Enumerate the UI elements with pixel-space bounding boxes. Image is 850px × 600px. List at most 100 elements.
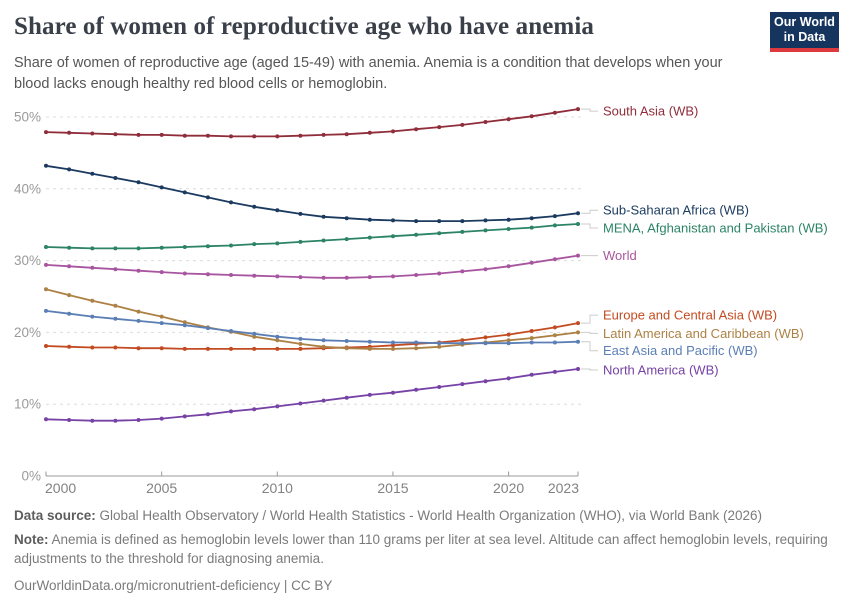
series-line-sub-saharan-africa-wb[interactable] [45,164,579,222]
series-marker [344,395,349,400]
y-tick-label: 10% [14,397,41,412]
series-marker [552,257,557,262]
series-line-world[interactable] [45,254,579,279]
series-marker [182,323,187,328]
series-marker [414,340,419,345]
series-marker [275,208,280,213]
series-marker [506,217,511,222]
series-label-south-asia-wb[interactable]: South Asia (WB) [603,104,698,119]
series-marker [437,271,442,276]
series-marker [90,265,95,270]
series-marker [552,223,557,228]
series-marker [136,418,141,422]
series-line-latin-america-and-caribbean-wb[interactable] [45,288,579,350]
series-marker [205,195,210,200]
data-source-text: Global Health Observatory / World Health… [99,508,763,523]
series-marker [437,341,442,346]
data-source-line: Data source: Global Health Observatory /… [14,506,836,526]
series-label-sub-saharan-africa-wb[interactable]: Sub-Saharan Africa (WB) [603,203,749,218]
series-label-east-asia-and-pacific-wb[interactable]: East Asia and Pacific (WB) [603,343,758,358]
series-marker [367,130,372,135]
series-marker [437,125,442,130]
x-tick-label: 2005 [146,480,177,496]
series-marker [159,245,164,250]
series-marker [67,311,72,316]
series-marker [136,309,141,314]
series-line-mena-afghanistan-and-pakistan-wb[interactable] [45,223,579,250]
series-marker [529,216,534,221]
line-chart[interactable]: 0% 10% 20% 30% 40% 50% 2000 2005 2010 2015 2020 202… [0,98,850,504]
series-marker [159,132,164,137]
series-label-europe-and-central-asia-wb[interactable]: Europe and Central Asia (WB) [603,308,777,323]
series-marker [67,167,72,172]
y-tick-label: 0% [21,469,41,484]
series-marker [44,308,48,313]
series-marker [67,264,72,269]
series-marker [552,214,557,219]
series-marker [90,314,95,319]
series-marker [576,107,580,112]
series-label-connector [581,368,598,371]
series-marker [321,214,326,219]
series-marker [483,228,488,233]
series-marker [90,131,95,136]
series-marker [344,216,349,221]
series-marker [67,418,72,422]
series-marker [506,376,511,381]
series-marker [275,334,280,339]
series-marker [298,336,303,341]
x-tick-label: 2023 [548,480,579,496]
series-marker [460,122,465,127]
series-marker [136,268,141,273]
x-tick-label: 2020 [493,480,524,496]
series-label-north-america-wb[interactable]: North America (WB) [603,363,719,378]
series-marker [113,267,118,272]
series-marker [483,341,488,346]
series-marker [344,132,349,137]
series-marker [367,392,372,397]
series-marker [460,269,465,274]
series-marker [44,344,48,348]
series-label-world[interactable]: World [603,248,637,263]
series-marker [113,303,118,308]
series-marker [136,180,141,185]
series-marker [321,238,326,243]
series-line-europe-and-central-asia-wb[interactable] [45,322,579,350]
series-line-south-asia-wb[interactable] [45,108,579,138]
series-marker [205,346,210,351]
series-marker [229,243,233,248]
series-marker [483,335,488,340]
data-source-label: Data source: [14,508,96,523]
series-marker [460,341,465,346]
series-marker [414,346,419,351]
series-marker [113,316,118,321]
series-marker [321,275,326,280]
series-marker [252,407,257,412]
x-tick-label: 2015 [377,480,408,496]
series-marker [229,346,233,351]
series-marker [44,262,48,267]
series-marker [159,185,164,190]
series-label-latin-america-and-caribbean-wb[interactable]: Latin America and Caribbean (WB) [603,326,804,341]
series-marker [252,204,257,209]
series-marker [67,293,72,298]
series-line-north-america-wb[interactable] [45,368,579,422]
series-marker [252,273,257,278]
series-marker [437,231,442,236]
series-label-mena-afghanistan-and-pakistan-wb[interactable]: MENA, Afghanistan and Pakistan (WB) [603,221,828,236]
series-marker [44,287,48,292]
note-line: Note: Anemia is defined as hemoglobin le… [14,530,836,569]
note-label: Note: [14,531,49,547]
line-chart-canvas[interactable]: 0% 10% 20% 30% 40% 50% 2000 2005 2010 2015 2020 202… [0,98,850,504]
series-marker [90,298,95,303]
series-marker [205,412,210,417]
series-marker [576,330,580,335]
series-marker [113,246,118,251]
series-marker [182,414,187,419]
citation-link[interactable]: OurWorldinData.org/micronutrient-deficie… [14,577,281,593]
series-line-east-asia-and-pacific-wb[interactable] [45,310,579,345]
series-marker [182,320,187,325]
owid-logo[interactable]: Our World in Data [770,12,839,52]
series-marker [437,344,442,349]
owid-logo-line2: in Data [783,30,826,44]
